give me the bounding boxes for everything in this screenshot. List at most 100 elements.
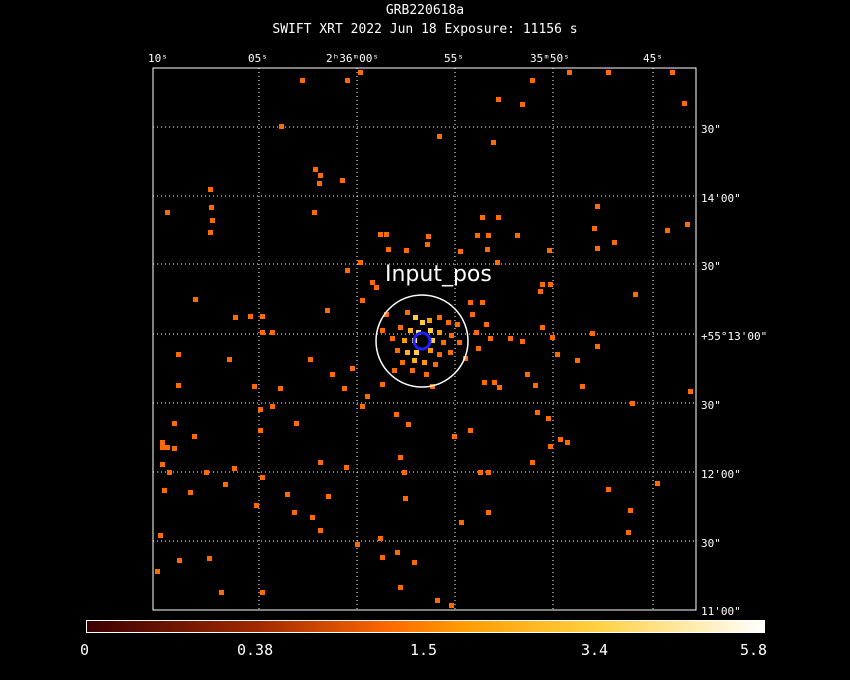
count-pixel [384, 312, 389, 317]
count-pixel [595, 246, 600, 251]
count-pixel [285, 492, 290, 497]
count-pixel [478, 470, 483, 475]
count-pixel [270, 330, 275, 335]
photon-counts-map [155, 70, 693, 608]
count-pixel [380, 555, 385, 560]
count-pixel [463, 356, 468, 361]
count-pixel [317, 181, 322, 186]
count-pixel [414, 350, 419, 355]
count-pixel [344, 465, 349, 470]
count-pixel [162, 488, 167, 493]
count-pixel [548, 444, 553, 449]
count-pixel [400, 360, 405, 365]
input-position-marker [412, 331, 432, 351]
count-pixel [433, 362, 438, 367]
count-pixel [404, 248, 409, 253]
dec-tick-label: 30" [701, 537, 721, 550]
count-pixel [310, 515, 315, 520]
count-pixel [412, 560, 417, 565]
count-pixel [567, 70, 572, 75]
count-pixel [468, 300, 473, 305]
count-pixel [670, 70, 675, 75]
count-pixel [260, 330, 265, 335]
count-pixel [484, 322, 489, 327]
image-subtitle: SWIFT XRT 2022 Jun 18 Exposure: 11156 s [272, 22, 578, 37]
colorbar-label: 1.5 [410, 641, 438, 659]
ra-tick-label: 10ˢ [148, 52, 168, 65]
count-pixel [395, 348, 400, 353]
count-pixel [370, 280, 375, 285]
coordinate-grid [153, 68, 696, 610]
count-pixel [209, 205, 214, 210]
count-pixel [428, 328, 433, 333]
count-pixel [459, 520, 464, 525]
count-pixel [530, 78, 535, 83]
count-pixel [408, 328, 413, 333]
count-pixel [345, 78, 350, 83]
count-pixel [426, 234, 431, 239]
count-pixel [355, 542, 360, 547]
count-pixel [398, 585, 403, 590]
dec-tick-label: 12'00" [701, 468, 741, 481]
count-pixel [278, 386, 283, 391]
count-pixel [457, 340, 462, 345]
count-pixel [172, 421, 177, 426]
count-pixel [390, 336, 395, 341]
count-pixel [595, 204, 600, 209]
count-pixel [682, 101, 687, 106]
count-pixel [508, 336, 513, 341]
count-pixel [155, 569, 160, 574]
count-pixel [452, 434, 457, 439]
count-pixel [270, 404, 275, 409]
count-pixel [177, 558, 182, 563]
dec-tick-label: 30" [701, 260, 721, 273]
count-pixel [580, 384, 585, 389]
count-pixel [394, 412, 399, 417]
count-pixel [340, 178, 345, 183]
count-pixel [378, 536, 383, 541]
count-pixel [292, 510, 297, 515]
count-pixel [488, 336, 493, 341]
count-pixel [420, 320, 425, 325]
count-pixel [358, 260, 363, 265]
count-pixel [525, 372, 530, 377]
count-pixel [405, 350, 410, 355]
count-pixel [496, 97, 501, 102]
count-pixel [365, 394, 370, 399]
source-region-circle [375, 294, 469, 388]
count-pixel [538, 289, 543, 294]
count-pixel [380, 328, 385, 333]
count-pixel [260, 475, 265, 480]
count-pixel [565, 440, 570, 445]
count-pixel [193, 297, 198, 302]
count-pixel [455, 322, 460, 327]
count-pixel [491, 140, 496, 145]
count-pixel [540, 282, 545, 287]
source-label: Input_pos [385, 262, 492, 287]
count-pixel [446, 320, 451, 325]
count-pixel [248, 314, 253, 319]
count-pixel [430, 338, 435, 343]
count-pixel [350, 366, 355, 371]
count-pixel [685, 222, 690, 227]
count-pixel [437, 352, 442, 357]
count-pixel [208, 230, 213, 235]
count-pixel [308, 357, 313, 362]
count-pixel [535, 410, 540, 415]
count-pixel [358, 70, 363, 75]
image-title: GRB220618a [385, 3, 465, 18]
count-pixel [204, 470, 209, 475]
count-pixel [470, 312, 475, 317]
count-pixel [486, 510, 491, 515]
count-pixel [486, 233, 491, 238]
count-pixel [207, 556, 212, 561]
count-pixel [540, 325, 545, 330]
count-pixel [422, 360, 427, 365]
count-pixel [165, 210, 170, 215]
count-pixel [606, 487, 611, 492]
dec-tick-label: 14'00" [701, 192, 741, 205]
count-pixel [318, 460, 323, 465]
colorbar-label: 5.8 [740, 641, 768, 659]
count-pixel [612, 240, 617, 245]
count-pixel [176, 352, 181, 357]
